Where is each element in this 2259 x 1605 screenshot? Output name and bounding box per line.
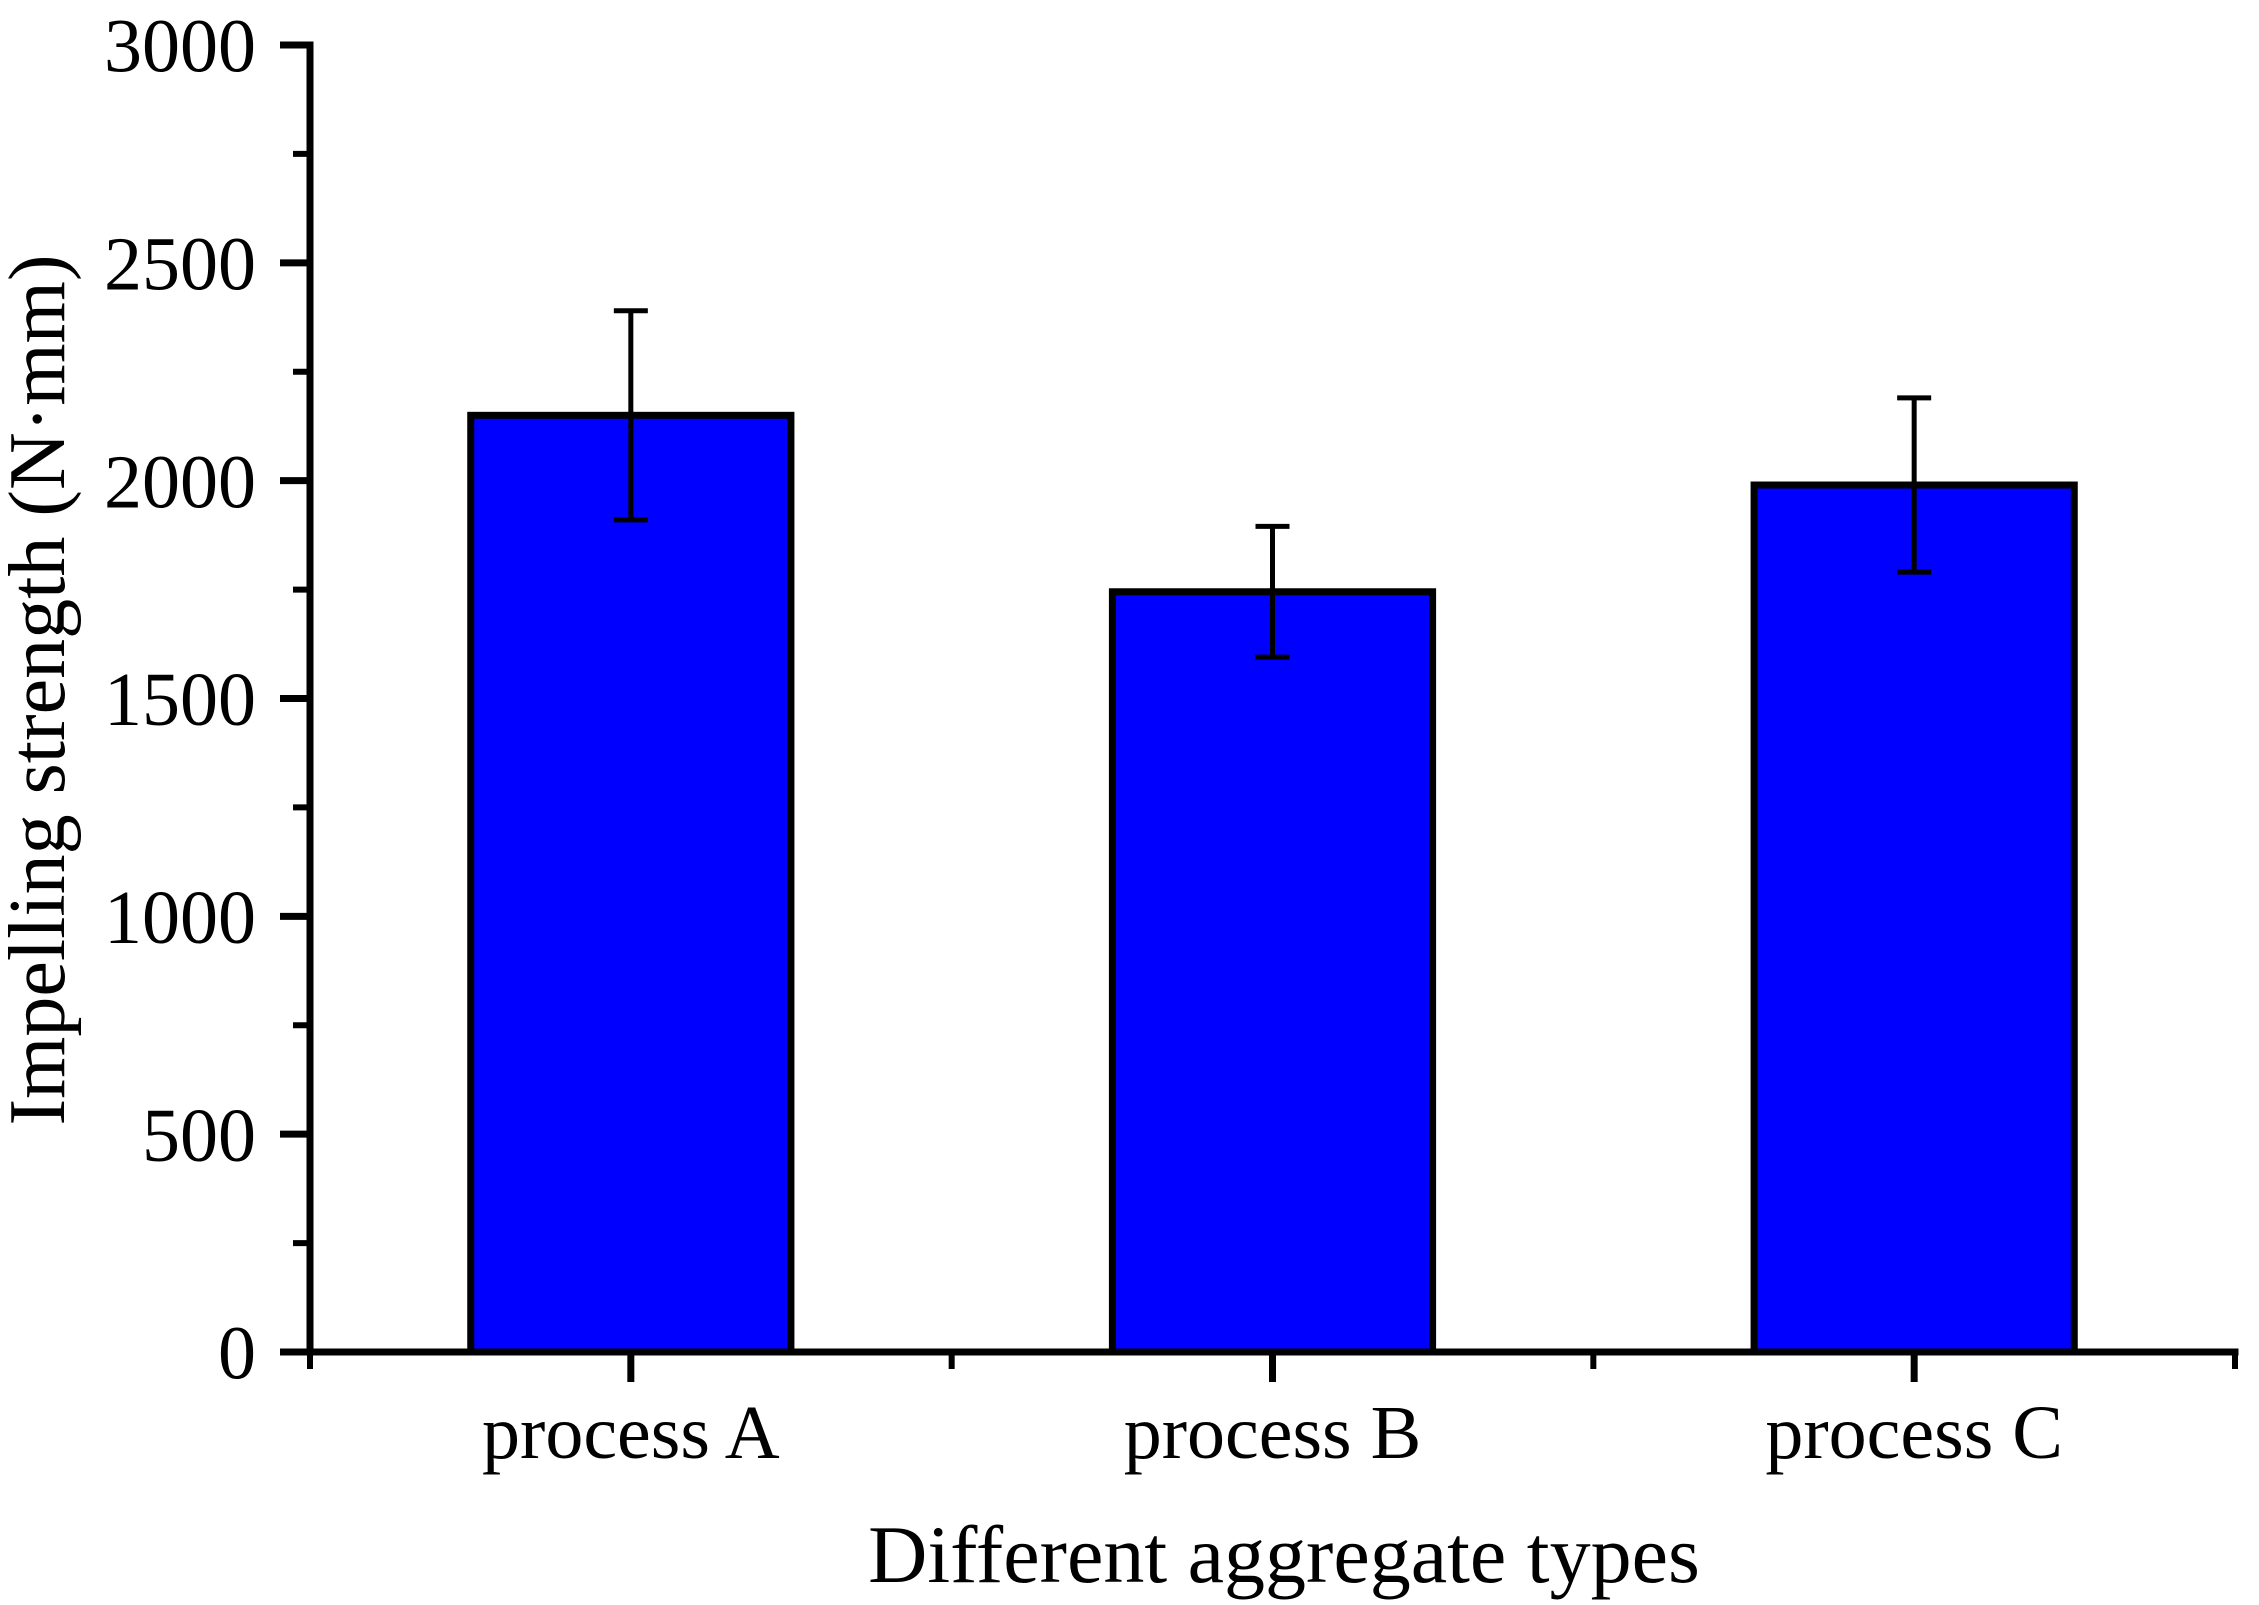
x-tick-label-process-a: process A bbox=[482, 1391, 780, 1475]
error-bar-process-c bbox=[1897, 395, 1932, 575]
y-tick-label-1000: 1000 bbox=[104, 876, 256, 960]
bar-process-c bbox=[1750, 481, 2078, 1356]
bar-process-b bbox=[1108, 588, 1437, 1356]
y-axis-label: Impelling strength (N·mm) bbox=[0, 255, 82, 1126]
y-tick-label-3000: 3000 bbox=[104, 5, 256, 89]
error-bar-process-b bbox=[1255, 523, 1290, 660]
x-tick-label-process-b: process B bbox=[1124, 1391, 1422, 1475]
tick-labels-layer: 0 500 1000 1500 2000 2500 3000 process A process… bbox=[104, 5, 2063, 1475]
x-axis-label: Different aggregate types bbox=[868, 1509, 1700, 1600]
axes-layer bbox=[280, 41, 2239, 1382]
y-tick-label-500: 500 bbox=[142, 1094, 256, 1178]
error-bars-layer bbox=[613, 308, 1932, 660]
y-tick-label-2500: 2500 bbox=[104, 222, 256, 306]
x-tick-label-process-c: process C bbox=[1765, 1391, 2063, 1475]
error-bar-process-a bbox=[613, 308, 648, 523]
y-tick-label-2000: 2000 bbox=[104, 440, 256, 524]
y-tick-label-0: 0 bbox=[218, 1312, 256, 1396]
y-tick-label-1500: 1500 bbox=[104, 658, 256, 742]
bar-process-a bbox=[467, 411, 795, 1356]
